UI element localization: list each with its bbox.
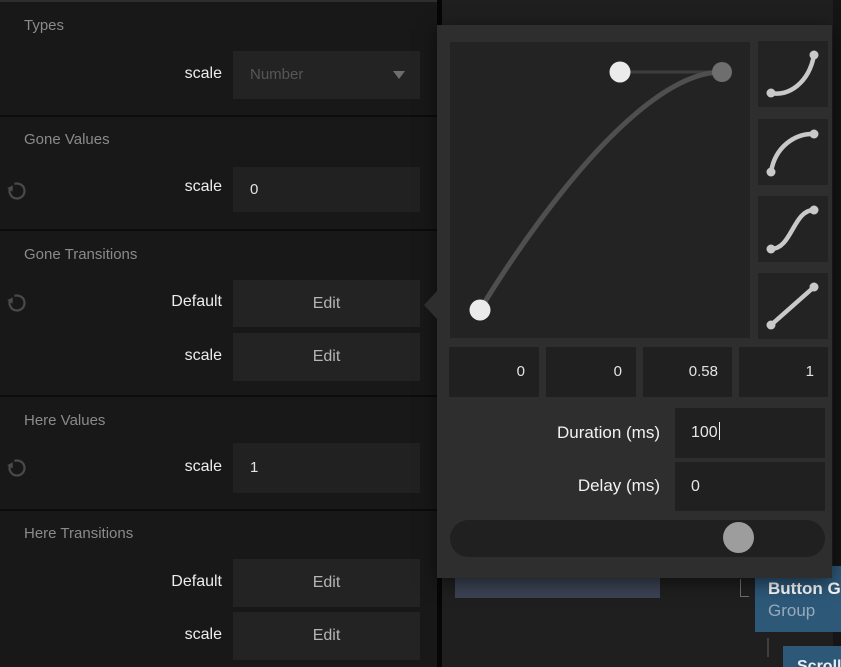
ease-out-curve-icon — [766, 129, 819, 177]
scale-label: scale — [184, 458, 222, 475]
reset-icon[interactable] — [6, 292, 28, 314]
preview-slider-handle[interactable] — [723, 522, 754, 553]
canvas-right-strip — [833, 0, 841, 667]
section-title-here-transitions: Here Transitions — [24, 525, 134, 542]
duration-input[interactable]: 100 — [675, 408, 825, 458]
bezier-x1-input[interactable]: 0 — [449, 347, 539, 397]
section-divider — [0, 115, 437, 117]
curve-start-point[interactable] — [469, 299, 491, 321]
here-scale-value: 1 — [250, 459, 259, 476]
text-caret — [718, 422, 721, 440]
preset-ease-in-button[interactable] — [758, 41, 828, 107]
delay-label: Delay (ms) — [577, 476, 660, 495]
section-divider — [0, 229, 437, 231]
edit-here-default-button[interactable]: Edit — [233, 559, 420, 607]
scale-type-dropdown: Number — [233, 51, 420, 99]
preview-slider-track[interactable] — [450, 520, 825, 557]
curve-control-handle[interactable] — [609, 61, 631, 83]
bezier-y1-input[interactable]: 0 — [546, 347, 636, 397]
reset-icon[interactable] — [6, 180, 28, 202]
gone-scale-input[interactable]: 0 — [233, 167, 420, 212]
popup-arrow — [424, 291, 437, 319]
ease-in-curve-icon — [766, 50, 819, 98]
preset-ease-out-button[interactable] — [758, 119, 828, 185]
section-divider — [0, 0, 437, 2]
scale-label: scale — [184, 65, 222, 82]
properties-panel: Types scale Number Gone Values scale 0 G… — [0, 0, 437, 660]
section-divider — [0, 395, 437, 397]
bezier-curve-canvas[interactable] — [450, 42, 750, 338]
node-title: Button Group — [768, 579, 841, 598]
section-divider — [0, 509, 437, 511]
scale-label: scale — [184, 626, 222, 643]
edit-gone-default-button[interactable]: Edit — [233, 280, 420, 327]
scale-label: scale — [184, 178, 222, 195]
bezier-x2-input[interactable]: 0.58 — [643, 347, 732, 397]
duration-value: 100 — [691, 424, 718, 441]
scale-label: scale — [184, 347, 222, 364]
section-title-here-values: Here Values — [24, 412, 106, 429]
canvas-node-scroll[interactable]: Scroll — [783, 646, 841, 667]
reset-icon[interactable] — [6, 457, 28, 479]
section-title-gone-transitions: Gone Transitions — [24, 246, 138, 263]
duration-label: Duration (ms) — [557, 423, 660, 442]
bezier-curve-path — [477, 69, 725, 313]
ease-in-out-curve-icon — [766, 205, 819, 254]
preset-ease-in-out-button[interactable] — [758, 196, 828, 262]
here-scale-input[interactable]: 1 — [233, 443, 420, 493]
preset-linear-button[interactable] — [758, 273, 828, 339]
node-title: Scroll — [797, 658, 841, 667]
delay-value: 0 — [691, 478, 700, 495]
linear-curve-icon — [766, 282, 819, 330]
scale-type-value: Number — [250, 66, 304, 83]
edit-here-scale-button[interactable]: Edit — [233, 612, 420, 660]
section-title-gone-values: Gone Values — [24, 131, 110, 148]
section-title-types: Types — [24, 17, 65, 34]
bezier-y2-input[interactable]: 1 — [739, 347, 828, 397]
tree-connector-elbow — [740, 579, 749, 597]
default-label: Default — [171, 293, 222, 310]
edit-gone-scale-button[interactable]: Edit — [233, 333, 420, 381]
curve-end-point[interactable] — [712, 62, 732, 82]
default-label: Default — [171, 573, 222, 590]
tree-connector-line — [767, 638, 769, 657]
selected-element-bar[interactable] — [455, 578, 660, 598]
node-subtitle: Group — [768, 601, 816, 620]
delay-input[interactable]: 0 — [675, 462, 825, 511]
chevron-down-icon — [393, 71, 405, 79]
gone-scale-value: 0 — [250, 181, 259, 198]
transition-editor-popup: 0 0 0.58 1 Duration (ms) 100 Delay (ms) … — [424, 25, 832, 578]
bezier-curve-editor[interactable] — [450, 42, 750, 338]
